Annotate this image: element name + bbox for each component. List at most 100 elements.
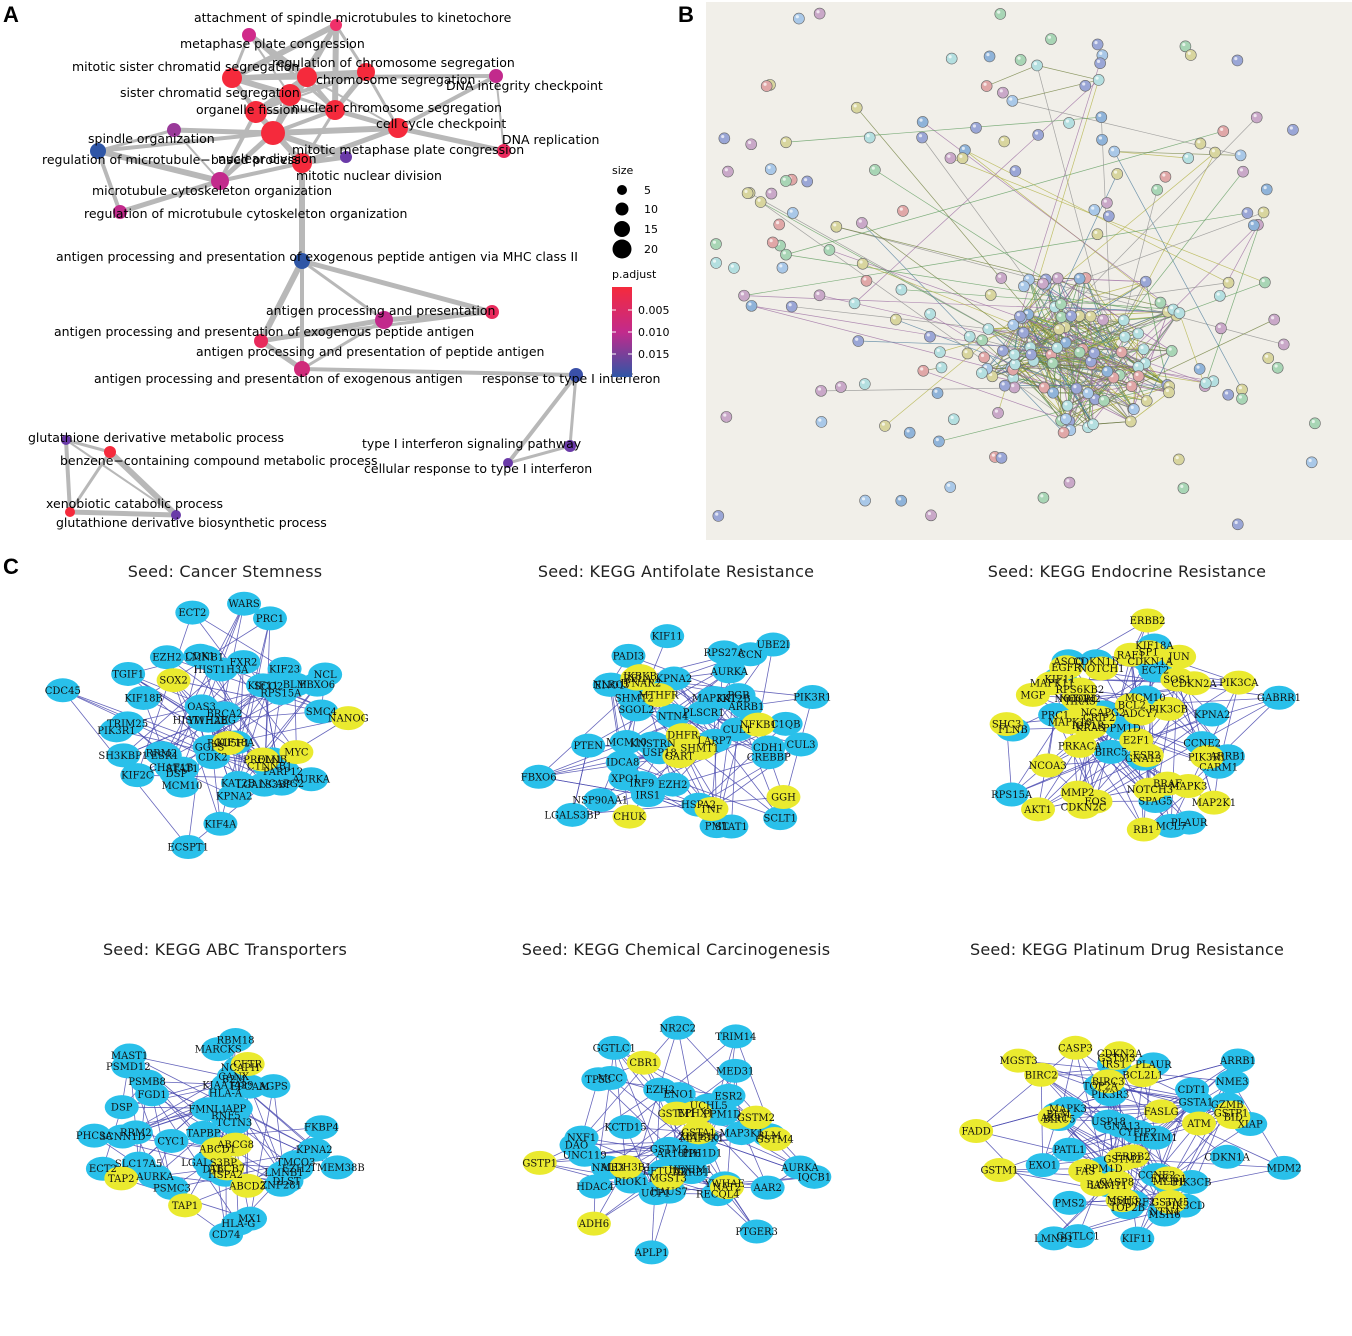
similarity-edge xyxy=(299,125,401,166)
protein-node xyxy=(1262,352,1275,364)
similarity-edge xyxy=(68,450,112,514)
seed-gene-node xyxy=(1144,1099,1179,1124)
protein-node xyxy=(1009,358,1021,371)
protein-node xyxy=(1095,111,1108,123)
gene-node xyxy=(593,1066,628,1091)
similarity-edge xyxy=(64,438,112,454)
seed-gene-node xyxy=(662,744,697,769)
gene-node xyxy=(739,1219,774,1244)
protein-node xyxy=(1092,74,1105,86)
protein-node xyxy=(1094,57,1106,70)
protein-node xyxy=(978,351,990,364)
term-label: antigen processing and presentation of e… xyxy=(56,249,578,264)
seed-networks-panel: Seed: Cancer Stemness ECT2 SCO2 NCAPG2 GGPS… xyxy=(0,552,1352,1336)
seed-gene-node xyxy=(1129,743,1164,768)
protein-node xyxy=(916,131,928,144)
term-node xyxy=(489,69,503,83)
seed-gene-node xyxy=(1114,693,1149,718)
protein-node xyxy=(1236,392,1248,405)
protein-node xyxy=(1088,347,1100,359)
size-legend-label: 10 xyxy=(644,203,658,216)
term-node xyxy=(485,305,499,319)
protein-node xyxy=(710,238,722,250)
size-legend-label: 20 xyxy=(644,243,658,256)
gene-node xyxy=(661,1082,696,1107)
protein-node xyxy=(823,244,836,256)
seed-gene-node xyxy=(104,1166,139,1191)
protein-node xyxy=(776,261,789,274)
protein-node xyxy=(1063,117,1075,129)
seed-gene-node xyxy=(1037,1105,1072,1130)
gene-node xyxy=(264,1172,299,1197)
protein-node xyxy=(1214,290,1226,302)
seed-gene-node xyxy=(1062,733,1097,758)
protein-node xyxy=(863,131,876,144)
protein-node xyxy=(1087,418,1099,431)
protein-node xyxy=(856,257,869,270)
gene-node xyxy=(267,656,302,681)
gene-node xyxy=(221,770,256,795)
protein-node xyxy=(970,122,982,134)
protein-node xyxy=(1045,33,1057,45)
similarity-edge xyxy=(300,108,337,165)
seed-gene-node xyxy=(1102,1041,1137,1066)
seed-gene-node xyxy=(694,797,729,822)
term-node xyxy=(279,84,301,106)
protein-node xyxy=(722,165,734,178)
protein-node xyxy=(1108,145,1121,158)
gene-node xyxy=(751,735,786,760)
similarity-edge xyxy=(96,128,176,153)
protein-node xyxy=(924,330,936,343)
gene-node xyxy=(763,806,798,831)
gene-node xyxy=(120,763,155,788)
protein-node xyxy=(1006,95,1019,107)
protein-node xyxy=(1057,426,1070,439)
network-title: Seed: KEGG Platinum Drug Resistance xyxy=(969,940,1285,959)
similarity-edge xyxy=(364,70,400,130)
gene-node xyxy=(154,755,189,780)
gene-node xyxy=(634,1240,669,1265)
protein-node xyxy=(1237,165,1249,178)
protein-node xyxy=(720,411,733,423)
gene-node xyxy=(209,1222,244,1247)
term-node xyxy=(292,153,312,173)
protein-node xyxy=(1259,276,1271,289)
panel-letter-a: A xyxy=(3,2,19,27)
protein-node xyxy=(1132,370,1145,383)
protein-node xyxy=(1103,210,1115,222)
protein-node xyxy=(982,323,995,335)
network-abc-transporters: Seed: KEGG ABC Transporters ECT2 AGPS DLST… xyxy=(0,930,450,1320)
seed-gene-node xyxy=(757,1127,792,1152)
network-svg: ECT2SCO2NCAPG2GGPSRRM2WARSPARP12OAS3STAT… xyxy=(45,591,369,859)
protein-node xyxy=(933,435,945,448)
protein-node xyxy=(1257,206,1270,219)
seed-gene-node xyxy=(245,747,280,772)
protein-node xyxy=(1063,476,1076,489)
seed-gene-node xyxy=(612,804,647,829)
protein-node xyxy=(830,220,843,233)
gene-node xyxy=(118,1120,153,1145)
similarity-edge xyxy=(495,75,505,152)
gene-node xyxy=(655,772,690,797)
protein-node xyxy=(1055,298,1067,310)
gene-node xyxy=(1120,1119,1155,1144)
similarity-edge xyxy=(396,74,498,130)
protein-node xyxy=(897,205,909,217)
gene-node xyxy=(1195,702,1230,727)
similarity-edge xyxy=(300,259,386,322)
protein-node xyxy=(1260,183,1273,196)
network-svg: NME3NTN4PLAURTOP2BGSTA1KIF11CDKN1ACCNE2H… xyxy=(959,1035,1301,1251)
term-node xyxy=(167,123,181,137)
gene-node xyxy=(685,1140,720,1165)
gene-node xyxy=(583,788,618,813)
term-node xyxy=(569,368,583,382)
term-label: regulation of microtubule−based process xyxy=(42,152,301,167)
protein-node xyxy=(813,289,826,302)
size-legend-dot xyxy=(612,239,632,259)
term-node xyxy=(222,68,242,88)
gene-node xyxy=(126,685,161,710)
gene-node xyxy=(1262,685,1297,710)
protein-node xyxy=(1091,38,1104,51)
protein-node xyxy=(1287,124,1299,136)
term-label: antigen processing and presentation of p… xyxy=(196,344,544,359)
